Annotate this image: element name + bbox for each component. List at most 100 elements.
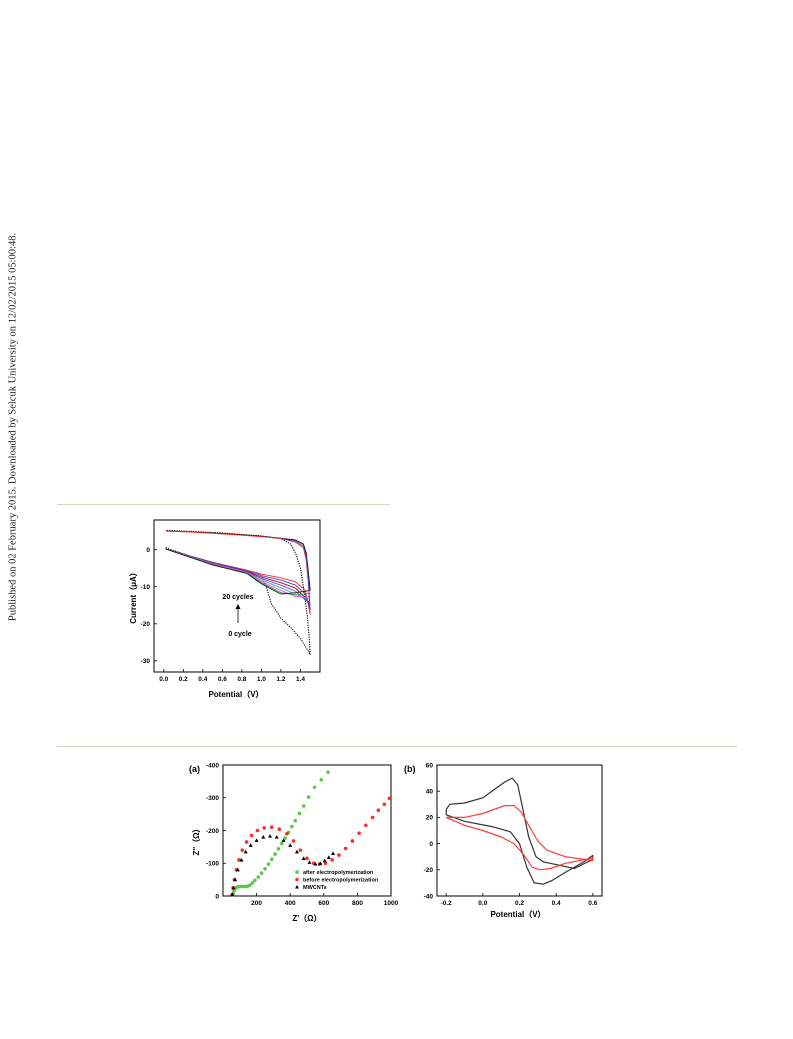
data-point (249, 833, 254, 838)
divider-top (57, 504, 390, 505)
data-point (238, 884, 242, 889)
x-tick-label: 1.4 (296, 676, 305, 683)
x-tick-label: 400 (285, 900, 296, 907)
data-point (266, 862, 271, 867)
legend: after electropolymerization before electr… (295, 870, 379, 891)
data-point (290, 824, 294, 829)
data-point (259, 871, 264, 875)
data-point-mwcnts (281, 838, 286, 842)
data-point (256, 875, 261, 879)
figure-cv-electropolymerization: 0.0 0.2 0.4 0.6 0.8 1.0 1.2 1.4 0 -10 -20 -30 20 cy… (128, 519, 321, 699)
y-tick-label: -30 (141, 658, 151, 665)
y-tick-label: -400 (206, 762, 219, 769)
publication-notice: Published on 02 February 2015. Downloade… (7, 232, 19, 622)
y-tick-label: 40 (426, 789, 434, 796)
data-point (350, 839, 355, 843)
annotation-0-cycle: 0 cycle (228, 631, 251, 638)
data-point-mwcnts (243, 849, 248, 854)
data-point-mwcnts (288, 843, 293, 847)
y-tick-label: -10 (141, 584, 151, 591)
plot-frame (222, 764, 392, 897)
chart-area: 0.0 0.2 0.4 0.6 0.8 1.0 1.2 1.4 0 -10 -20 -30 20 cy… (128, 519, 321, 699)
x-tick-label: -0.2 (441, 900, 453, 907)
legend-marker (295, 877, 299, 882)
data-point (387, 796, 392, 801)
x-tick-label: 800 (352, 900, 363, 907)
data-point-mwcnts (294, 849, 299, 854)
y-tick-label: 20 (426, 815, 434, 822)
x-tick-label: 0.2 (515, 900, 524, 907)
data-point (237, 858, 241, 862)
x-tick-label: 0.0 (478, 900, 487, 907)
data-point (376, 808, 381, 812)
data-point-mwcnts (235, 867, 240, 872)
y-tick-label: -200 (206, 828, 219, 835)
data-point (343, 846, 348, 851)
data-point (248, 883, 252, 887)
data-point (312, 785, 317, 790)
data-point (269, 825, 274, 830)
data-point (337, 853, 341, 857)
data-point (255, 828, 260, 833)
y-tick-label: -20 (424, 867, 434, 874)
x-tick-label: 0.2 (179, 676, 188, 683)
x-tick-label: 0.8 (237, 676, 246, 683)
publication-sidebar: Published on 02 February 2015. Downloade… (0, 0, 24, 1039)
cv-cycle-series (165, 530, 311, 615)
data-point (280, 841, 284, 846)
x-tick-label: 1.0 (257, 676, 266, 683)
x-tick-label: 200 (251, 900, 262, 907)
y-tick-label: 0 (215, 893, 219, 900)
data-point (240, 884, 245, 889)
data-point-mwcnts (318, 861, 323, 865)
x-axis-label: Z'（Ω） (292, 913, 321, 923)
figure-eis-nyquist: (a) 200 400 600 800 1000 0 -100 -200 -300 -400 af… (189, 762, 399, 923)
cv-cycle-series (165, 547, 311, 655)
x-tick-label: 0.6 (588, 900, 597, 907)
data-point-mwcnts (248, 843, 253, 847)
series-group (445, 777, 594, 885)
legend-label: MWCNTs (303, 885, 327, 891)
x-tick-label: 0.4 (198, 676, 207, 683)
data-point (276, 847, 281, 851)
series-group (165, 529, 311, 655)
data-point (319, 777, 324, 782)
data-point (301, 804, 306, 808)
data-point (330, 858, 334, 862)
data-point (326, 770, 330, 775)
y-tick-label: -40 (424, 893, 434, 900)
y-tick-label: 60 (426, 762, 434, 769)
data-point-mwcnts (231, 885, 236, 890)
cv-cycle-series (280, 538, 311, 610)
data-point (283, 836, 287, 840)
legend-marker (295, 870, 299, 874)
figure-cv-comparison: (b) -0.2 0.0 0.2 0.4 0.6 60 40 20 0 -20 -40 Potent… (404, 762, 603, 919)
y-axis-label: Current（μA） (128, 568, 138, 624)
data-point (269, 857, 274, 862)
ticks-group: 0.0 0.2 0.4 0.6 0.8 1.0 1.2 1.4 0 -10 -20 -30 (141, 547, 306, 683)
data-point (244, 840, 249, 844)
data-point (285, 831, 289, 836)
ticks-group: -0.2 0.0 0.2 0.4 0.6 60 40 20 0 -20 -40 (424, 762, 598, 907)
data-point (263, 867, 267, 871)
plot-frame (153, 519, 321, 673)
y-tick-label: 0 (429, 841, 433, 848)
data-point-mwcnts (326, 855, 331, 859)
data-point (293, 818, 298, 823)
annotation-arrowhead (235, 604, 241, 609)
x-tick-label: 1000 (384, 900, 399, 907)
legend-label: after electropolymerization (303, 870, 374, 876)
panel-label-b: (b) (404, 764, 416, 774)
data-point (305, 856, 309, 861)
x-tick-label: 0.0 (159, 676, 168, 683)
y-tick-label: -300 (206, 795, 219, 802)
data-point (306, 795, 311, 799)
data-point-mwcnts (233, 877, 238, 882)
legend-marker (295, 885, 299, 889)
data-point (250, 881, 255, 885)
panel-label-a: (a) (189, 764, 200, 774)
data-point (298, 848, 303, 852)
data-point (323, 861, 328, 866)
divider-bottom (57, 746, 737, 747)
data-point (370, 815, 375, 820)
